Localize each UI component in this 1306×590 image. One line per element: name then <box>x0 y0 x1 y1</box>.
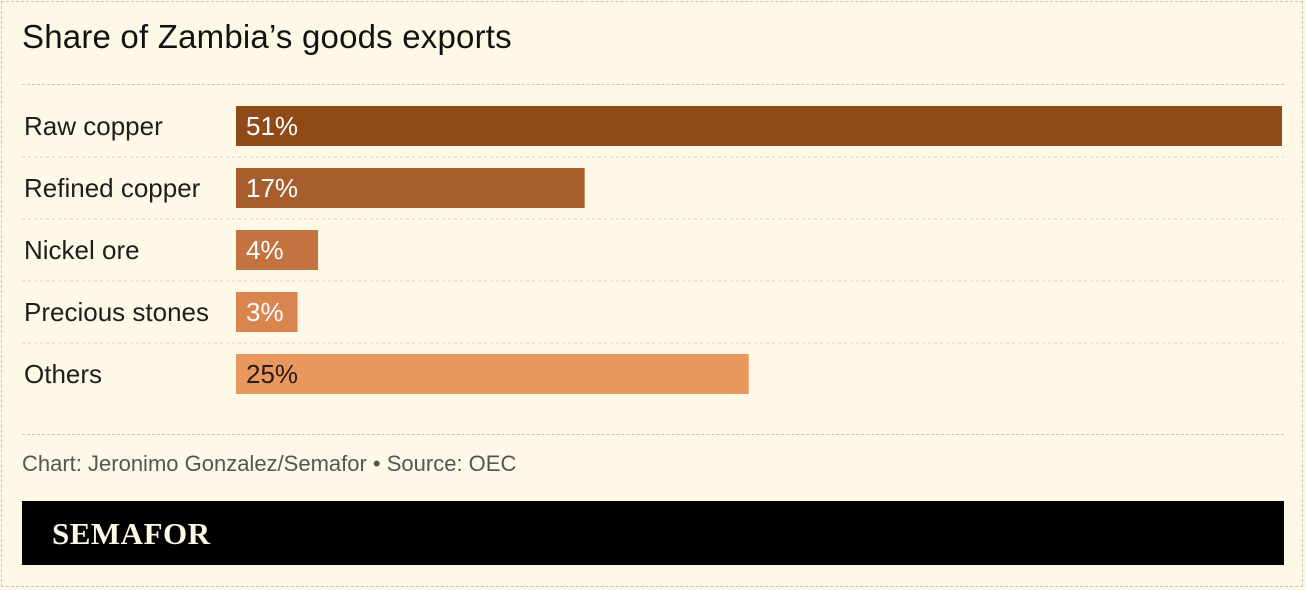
category-label-precious-stones: Precious stones <box>24 297 209 327</box>
bar-raw-copper <box>236 106 1282 146</box>
bar-refined-copper <box>236 168 585 208</box>
bar-nickel-ore <box>236 230 319 270</box>
brand-footer: SEMAFOR <box>22 501 1284 565</box>
semafor-logo: SEMAFOR <box>52 516 211 551</box>
value-label-nickel-ore: 4% <box>246 235 284 265</box>
value-label-others: 25% <box>246 359 298 389</box>
value-label-precious-stones: 3% <box>246 297 284 327</box>
source-note: Chart: Jeronimo Gonzalez/Semafor • Sourc… <box>22 451 517 476</box>
title-divider <box>22 84 1284 85</box>
category-label-raw-copper: Raw copper <box>24 111 163 141</box>
chart-title: Share of Zambia’s goods exports <box>22 18 512 55</box>
value-label-raw-copper: 51% <box>246 111 298 141</box>
category-label-others: Others <box>24 359 102 389</box>
category-label-refined-copper: Refined copper <box>24 173 201 203</box>
bar-precious-stones <box>236 292 298 332</box>
footer-divider <box>22 434 1284 435</box>
bar-others <box>236 354 749 394</box>
category-label-nickel-ore: Nickel ore <box>24 235 140 265</box>
value-label-refined-copper: 17% <box>246 173 298 203</box>
